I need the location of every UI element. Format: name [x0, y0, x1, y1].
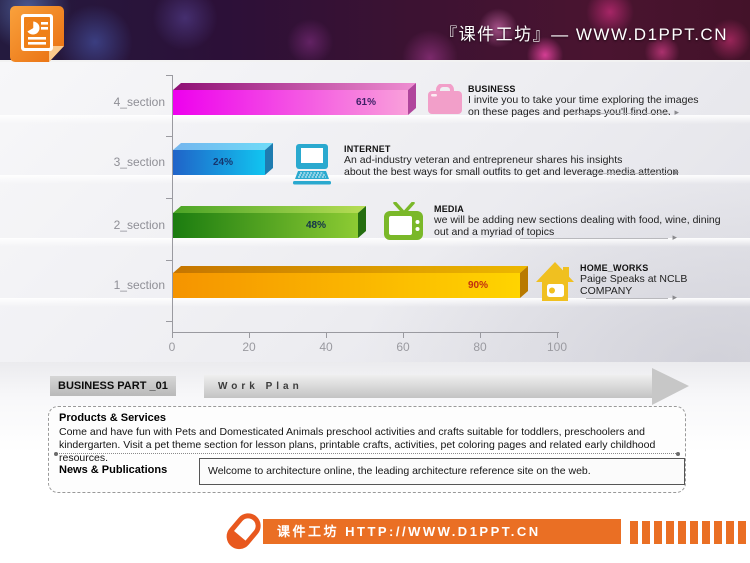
barcode-bar [714, 521, 722, 544]
leader-arrow-line [586, 292, 677, 303]
bar-top-face [173, 206, 366, 213]
bar-value-label: 48% [305, 220, 326, 231]
category-label-3-section: 3_section [113, 155, 165, 169]
section-part-label: BUSINESS PART _01 [50, 376, 176, 396]
leader-arrow-line [570, 107, 679, 118]
bar-value-label: 24% [212, 157, 233, 168]
bar-2-section: 48% [173, 206, 366, 238]
barcode-bar [690, 521, 698, 544]
panel-divider [54, 451, 680, 456]
work-plan-arrow [204, 375, 652, 398]
house-icon [536, 262, 574, 301]
news-publications-value: Welcome to architecture online, the lead… [199, 458, 685, 485]
x-axis-tick [403, 333, 404, 338]
tv-icon [384, 202, 423, 240]
annotation-text: we will be adding new sections dealing w… [434, 214, 721, 226]
barcode-bar [630, 521, 638, 544]
bar-end-cap [520, 266, 528, 298]
y-axis-tick [166, 75, 172, 76]
category-label-2-section: 2_section [113, 218, 165, 232]
y-axis-tick [166, 260, 172, 261]
row-highlight [0, 298, 750, 307]
annotation-title: MEDIA [434, 204, 464, 214]
news-publications-title: News & Publications [59, 464, 168, 476]
annotation-text: COMPANY [580, 285, 633, 297]
work-plan-text: Work Plan [218, 381, 303, 392]
row-highlight [0, 238, 750, 247]
bar-end-cap [358, 206, 366, 238]
barcode-bar [642, 521, 650, 544]
x-axis-tick [557, 333, 558, 338]
category-label-1-section: 1_section [113, 278, 165, 292]
annotation-text: Paige Speaks at NCLB [580, 273, 688, 285]
x-axis-tick [172, 333, 173, 338]
x-axis-tick [326, 333, 327, 338]
annotation-text: I invite you to take your time exploring… [468, 94, 699, 106]
bar-1-section: 90% [173, 266, 528, 298]
bar-3-section: 24% [173, 143, 273, 175]
row-highlight [0, 115, 750, 124]
y-axis-tick [166, 321, 172, 322]
leader-arrow-line [595, 167, 679, 178]
bar-value-label: 61% [355, 97, 376, 108]
annotation-internet: INTERNET An ad-industry veteran and entr… [344, 144, 678, 178]
barcode-bar [726, 521, 734, 544]
x-tick-label: 60 [396, 340, 410, 354]
computer-icon [293, 144, 331, 185]
annotation-business: BUSINESS I invite you to take your time … [468, 84, 699, 118]
y-axis-tick [166, 136, 172, 137]
barcode-bar [738, 521, 746, 544]
y-axis-tick [166, 198, 172, 199]
annotation-home-works: HOME_WORKS Paige Speaks at NCLB COMPANY [580, 263, 687, 297]
x-tick-label: 40 [319, 340, 333, 354]
bar-4-section: 61% [173, 83, 416, 115]
annotation-title: INTERNET [344, 144, 391, 154]
annotation-text: out and a myriad of topics [434, 226, 555, 238]
barcode-decoration [630, 521, 750, 544]
products-services-text: Come and have fun with Pets and Domestic… [59, 426, 656, 464]
leader-arrow-line [520, 232, 677, 243]
bar-front-face [173, 273, 520, 298]
bar-end-cap [408, 83, 416, 115]
annotation-text: An ad-industry veteran and entrepreneur … [344, 154, 623, 166]
work-plan-arrowhead [652, 368, 689, 405]
x-tick-label: 20 [242, 340, 256, 354]
bar-top-face [173, 83, 416, 90]
x-tick-label: 0 [168, 340, 176, 354]
banner-brand-text: 『课件工坊』— WWW.D1PPT.CN [440, 25, 728, 44]
bar-value-label: 90% [467, 280, 488, 291]
barcode-bar [654, 521, 662, 544]
banner: 『课件工坊』— WWW.D1PPT.CN [0, 0, 750, 62]
category-label-4-section: 4_section [113, 95, 165, 109]
bar-front-face [173, 90, 408, 115]
bar-front-face [173, 150, 265, 175]
info-panel: Products & Services Come and have fun wi… [48, 406, 686, 493]
footer-brand-bar: 课件工坊 HTTP://WWW.D1PPT.CN [263, 519, 621, 544]
paperclip-icon [226, 513, 261, 550]
x-axis [172, 332, 559, 333]
bar-front-face [173, 213, 358, 238]
x-tick-label: 80 [473, 340, 487, 354]
briefcase-icon [428, 84, 462, 114]
annotation-text: about the best ways for small outfits to… [344, 166, 679, 178]
x-tick-label: 100 [546, 340, 568, 354]
barcode-bar [678, 521, 686, 544]
products-services-title: Products & Services [59, 412, 166, 424]
annotation-title: BUSINESS [468, 84, 516, 94]
annotation-media: MEDIA we will be adding new sections dea… [434, 204, 721, 238]
bar-top-face [173, 143, 273, 150]
bar-top-face [173, 266, 528, 273]
x-axis-tick [480, 333, 481, 338]
bar-end-cap [265, 143, 273, 175]
barcode-bar [702, 521, 710, 544]
annotation-title: HOME_WORKS [580, 263, 649, 273]
x-axis-tick [249, 333, 250, 338]
annotation-text: on these pages and perhaps you'll find o… [468, 106, 671, 118]
powerpoint-logo-icon [10, 6, 64, 62]
row-highlight [0, 175, 750, 184]
y-axis [172, 75, 173, 333]
barcode-bar [666, 521, 674, 544]
